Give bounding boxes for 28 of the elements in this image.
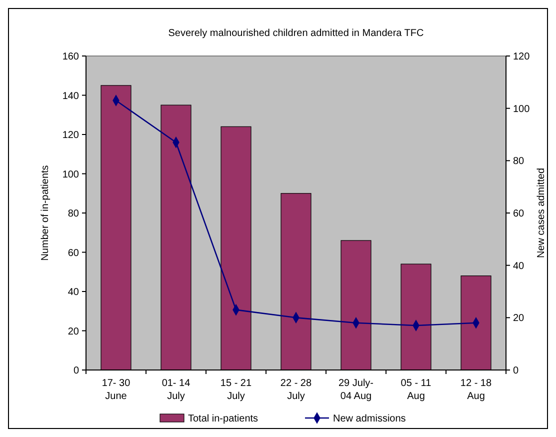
x-tick-label: 15 - 21 July <box>220 378 252 402</box>
y-tick-label: 120 <box>62 130 80 141</box>
x-tick-label: 05 - 11 Aug <box>400 378 432 402</box>
x-tick-label: 01- 14 July <box>162 378 191 402</box>
y-tick-label: 20 <box>68 326 80 338</box>
y-axis-title: Number of in-patients <box>40 165 51 261</box>
y2-tick-label: 80 <box>513 156 525 168</box>
x-tick-label: 17- 30 June <box>102 378 131 402</box>
x-tick-label: 12 - 18 Aug <box>460 378 492 402</box>
y2-tick-label: 100 <box>513 104 530 115</box>
x-tick-label: 22 - 28 July <box>280 378 312 402</box>
y2-tick-label: 40 <box>513 260 525 272</box>
y2-tick-label: 0 <box>513 366 519 376</box>
y-tick-label: 80 <box>68 208 80 220</box>
chart-title: Severely malnourished children admitted in Mandera TFC <box>168 28 424 39</box>
y2-axis-title: New cases admitted <box>536 168 547 258</box>
y-tick-label: 100 <box>62 169 80 180</box>
y-tick-label: 60 <box>68 248 80 259</box>
y-tick-label: 160 <box>62 52 80 62</box>
y2-tick-label: 120 <box>513 52 530 62</box>
y-tick-label: 40 <box>68 287 80 298</box>
x-tick-label: 29 July- 04 Aug <box>338 378 374 402</box>
legend-label: New admissions <box>333 414 406 424</box>
y2-tick-label: 60 <box>513 208 525 220</box>
y2-tick-label: 20 <box>513 313 525 324</box>
y-tick-label: 0 <box>73 366 80 376</box>
legend-label: Total in-patients <box>188 414 258 424</box>
y-tick-label: 140 <box>62 90 80 102</box>
